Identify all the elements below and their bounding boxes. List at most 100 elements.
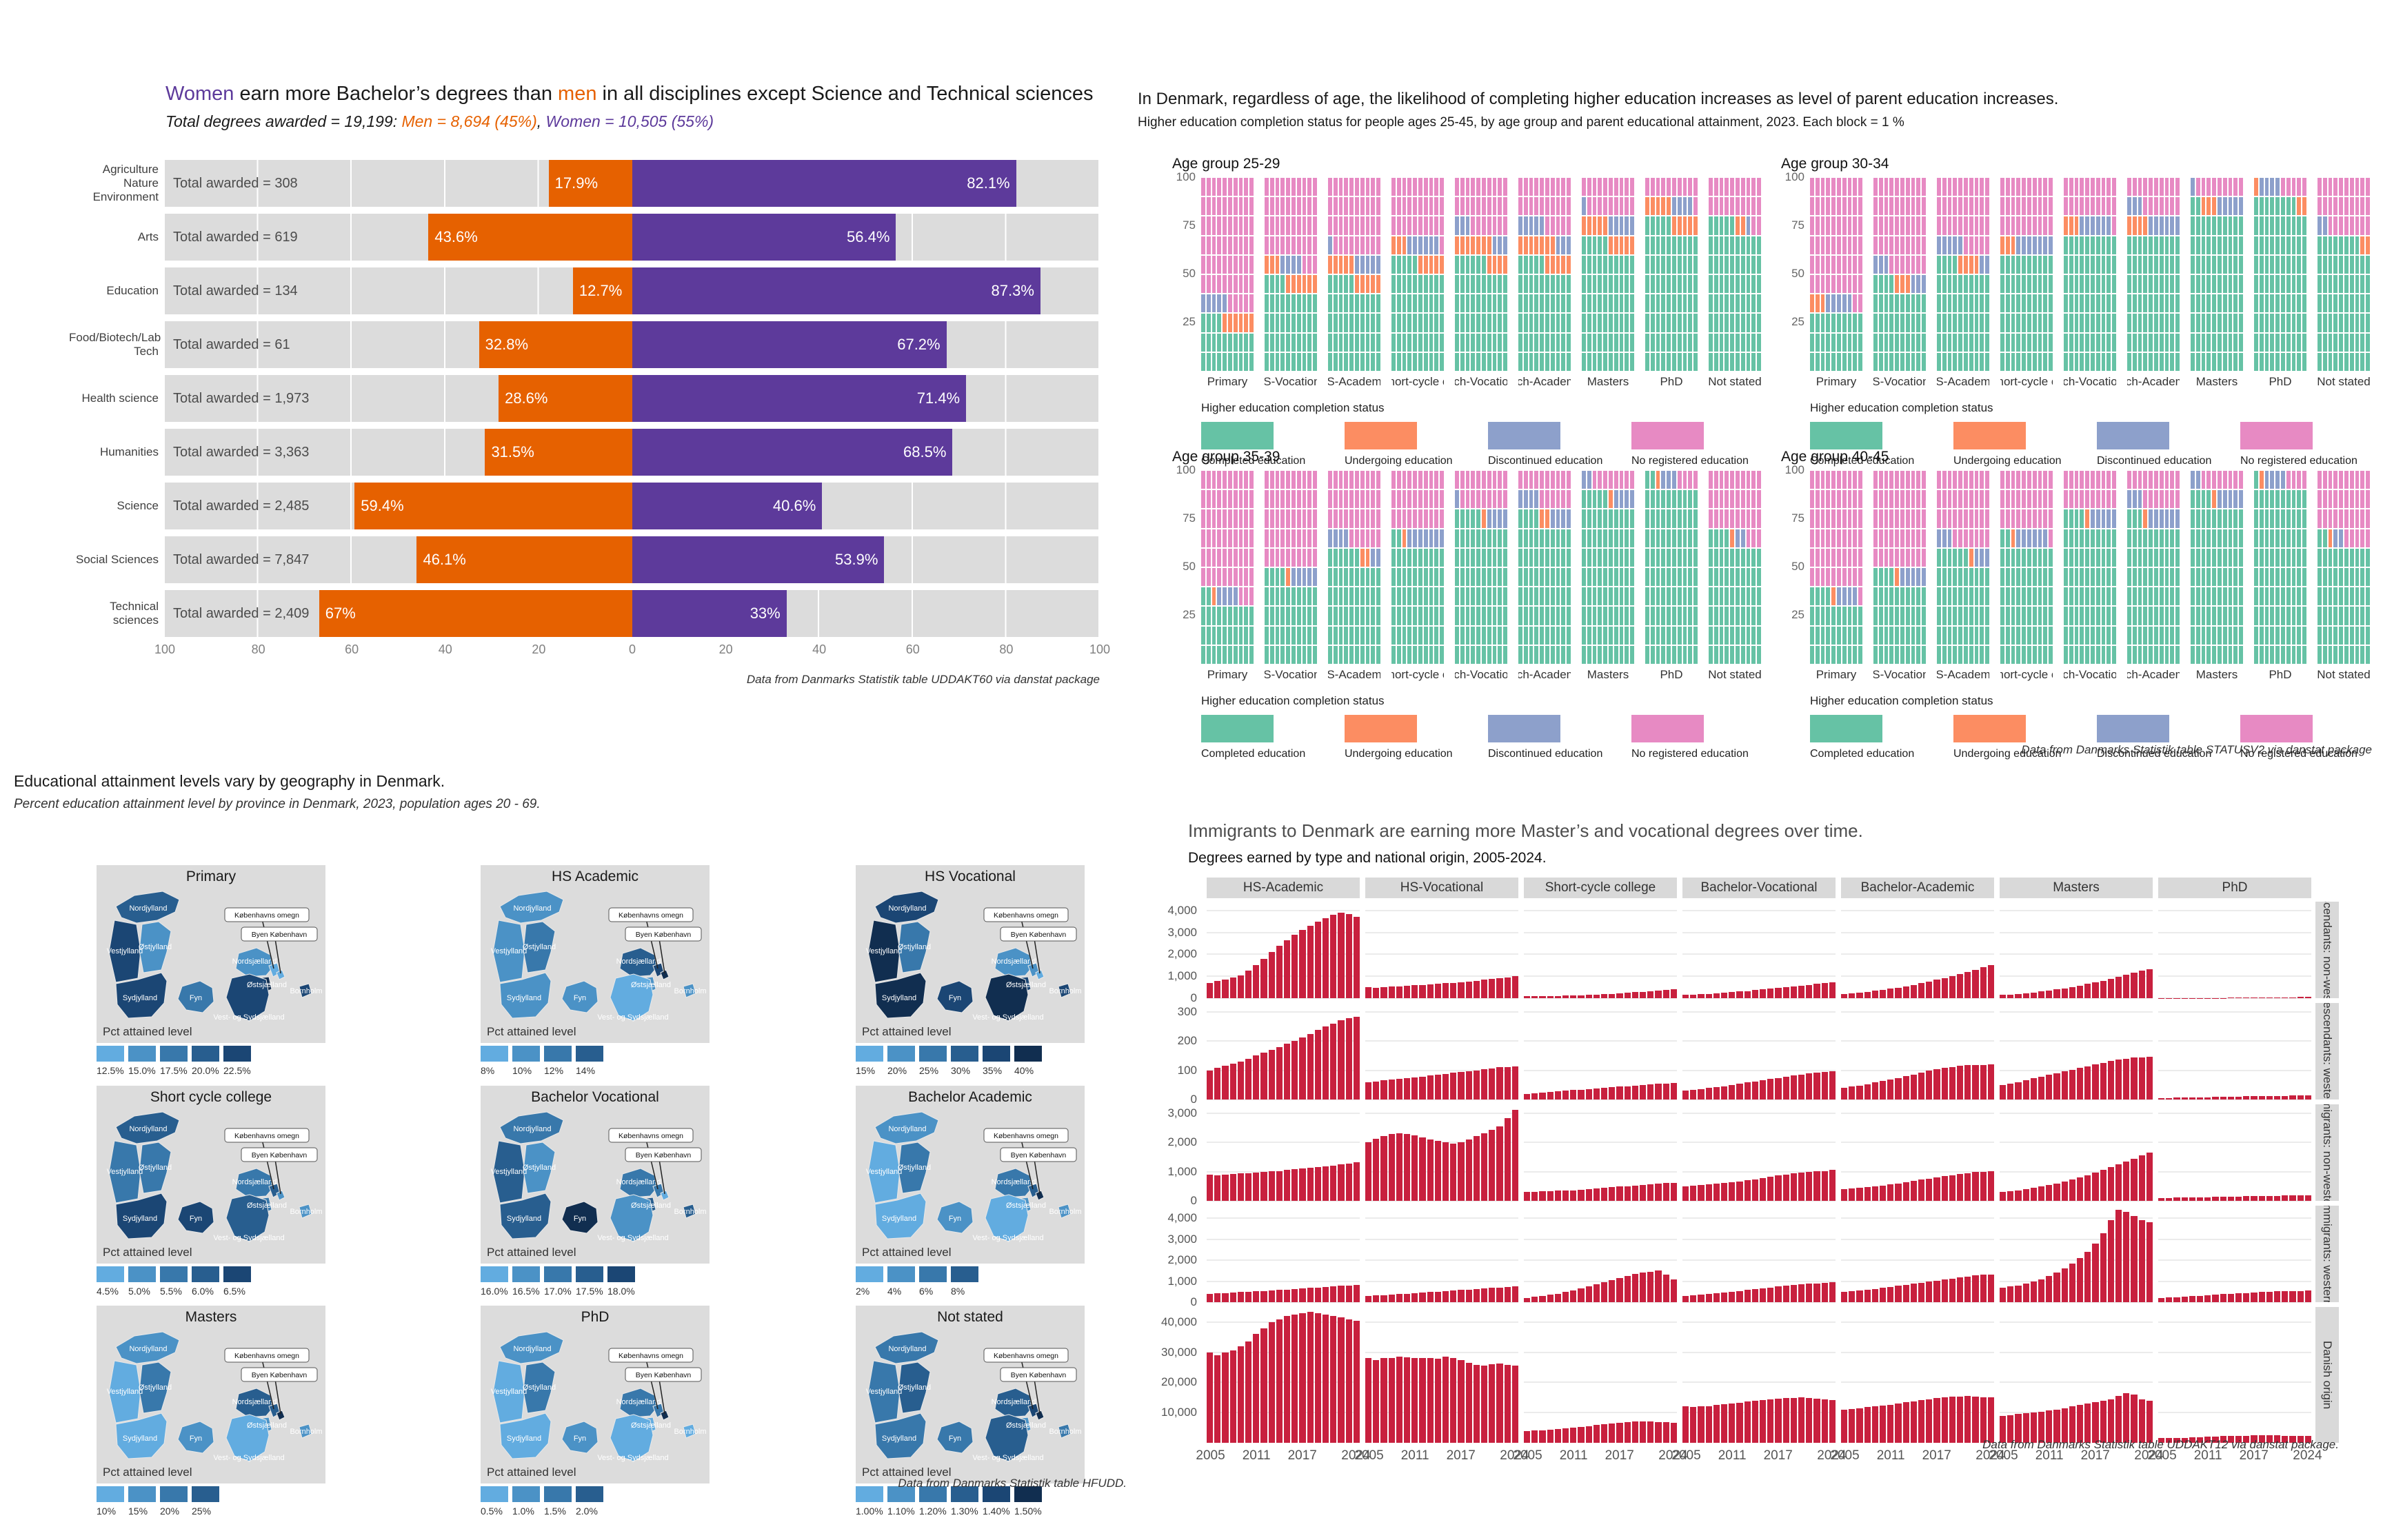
waffle-block bbox=[1905, 529, 1910, 547]
waffle-block bbox=[1895, 333, 1899, 352]
waffle-block bbox=[1567, 294, 1571, 313]
waffle-block bbox=[1391, 645, 1396, 664]
waffle-block bbox=[1540, 255, 1544, 274]
waffle-block bbox=[2281, 471, 2285, 489]
gridline bbox=[1207, 1040, 1360, 1042]
legend-swatch bbox=[1201, 422, 1274, 449]
waffle-block bbox=[2275, 216, 2280, 235]
waffle-block bbox=[1953, 294, 1958, 313]
waffle-block bbox=[2164, 275, 2169, 294]
waffle-block bbox=[1672, 352, 1676, 371]
waffle-block bbox=[1396, 626, 1401, 645]
waffle-block bbox=[1820, 626, 1825, 645]
waffle-block bbox=[2291, 529, 2296, 547]
waffle-block bbox=[2254, 548, 2258, 567]
waffle-block bbox=[2275, 197, 2280, 216]
waffle-block bbox=[1916, 568, 1921, 587]
waffle-block bbox=[1418, 333, 1422, 352]
waffle-block bbox=[1730, 236, 1734, 254]
waffle-block bbox=[2049, 236, 2053, 254]
waffle-block bbox=[2132, 197, 2137, 216]
waffle-block bbox=[1672, 471, 1676, 489]
map-legend-item: 16.0% bbox=[481, 1266, 508, 1297]
waffle-block bbox=[2027, 626, 2031, 645]
region-Østjylland bbox=[139, 1361, 172, 1414]
waffle-block bbox=[2005, 178, 2010, 196]
waffle-block bbox=[1455, 490, 1459, 509]
waffle-block bbox=[2154, 197, 2158, 216]
waffle-block bbox=[1201, 607, 1205, 625]
region-Østjylland bbox=[523, 1361, 556, 1414]
waffle-block bbox=[1498, 333, 1502, 352]
legend-label: Discontinued education bbox=[1488, 455, 1603, 467]
waffle-block bbox=[1567, 626, 1571, 645]
waffle-block bbox=[1667, 333, 1671, 352]
waffle-block bbox=[1302, 216, 1307, 235]
waffle-block bbox=[2095, 548, 2100, 567]
bar bbox=[1655, 990, 1662, 998]
waffle-block bbox=[2127, 275, 2131, 294]
waffle-block bbox=[1942, 568, 1947, 587]
waffle-grid bbox=[2317, 178, 2370, 371]
waffle-block bbox=[1333, 645, 1338, 664]
waffle-block bbox=[1942, 471, 1947, 489]
waffle-block bbox=[1682, 509, 1687, 528]
waffle-block bbox=[1751, 607, 1756, 625]
waffle-block bbox=[1391, 587, 1396, 606]
waffle-block bbox=[1842, 471, 1847, 489]
waffle-block bbox=[1434, 548, 1439, 567]
waffle-block bbox=[1518, 529, 1522, 547]
map-legend-swatch bbox=[1014, 1486, 1042, 1502]
chart-cell bbox=[1682, 902, 1836, 999]
region-label: Nordjylland bbox=[888, 904, 926, 913]
waffle-block bbox=[1465, 568, 1470, 587]
waffle-block bbox=[1471, 471, 1476, 489]
waffle-block bbox=[1206, 645, 1211, 664]
waffle-block bbox=[1556, 548, 1560, 567]
waffle-block bbox=[1740, 490, 1745, 509]
waffle-block bbox=[2206, 294, 2211, 313]
bar bbox=[1450, 1143, 1457, 1201]
waffle-block bbox=[1545, 236, 1549, 254]
gridline bbox=[1207, 909, 1360, 911]
waffle-block bbox=[2011, 645, 2015, 664]
waffle-block bbox=[1958, 236, 1962, 254]
waffle-block bbox=[2038, 314, 2042, 332]
y-tick-label: 25 bbox=[1183, 608, 1196, 621]
waffle-block bbox=[2264, 314, 2269, 332]
waffle-block bbox=[1969, 236, 1973, 254]
legend-item: Discontinued education bbox=[1488, 422, 1631, 467]
waffle-block bbox=[1730, 568, 1734, 587]
waffle-block bbox=[1556, 490, 1560, 509]
table-row: Technical sciences Total awarded = 2,409 6… bbox=[69, 590, 1145, 637]
bar bbox=[2123, 974, 2130, 998]
waffle-block bbox=[2212, 197, 2216, 216]
gridline bbox=[1365, 1259, 1518, 1262]
waffle-block bbox=[2191, 333, 2195, 352]
waffle-block bbox=[2022, 294, 2026, 313]
waffle-block bbox=[1719, 236, 1724, 254]
waffle-block bbox=[1540, 236, 1544, 254]
waffle-block bbox=[2164, 490, 2169, 509]
waffle-block bbox=[2049, 178, 2053, 196]
bar bbox=[1902, 1076, 1909, 1100]
waffle-block bbox=[1985, 352, 1989, 371]
region-label: Østjylland bbox=[139, 1384, 172, 1392]
waffle-block bbox=[1985, 587, 1989, 606]
waffle-block bbox=[2317, 333, 2322, 352]
waffle-block bbox=[1625, 255, 1629, 274]
waffle-block bbox=[1650, 471, 1655, 489]
waffle-block bbox=[2011, 607, 2015, 625]
waffle-block bbox=[2191, 178, 2195, 196]
waffle-block bbox=[2154, 216, 2158, 235]
waffle-block bbox=[1296, 509, 1301, 528]
waffle-block bbox=[1672, 197, 1676, 216]
bar bbox=[1396, 1294, 1403, 1302]
waffle-grid bbox=[1518, 471, 1571, 664]
waffle-block bbox=[1645, 236, 1649, 254]
region-label: Østjylland bbox=[139, 943, 172, 951]
waffle-block bbox=[2270, 275, 2275, 294]
waffle-block bbox=[1837, 548, 1841, 567]
waffle-block bbox=[1206, 255, 1211, 274]
waffle-block bbox=[1709, 509, 1713, 528]
